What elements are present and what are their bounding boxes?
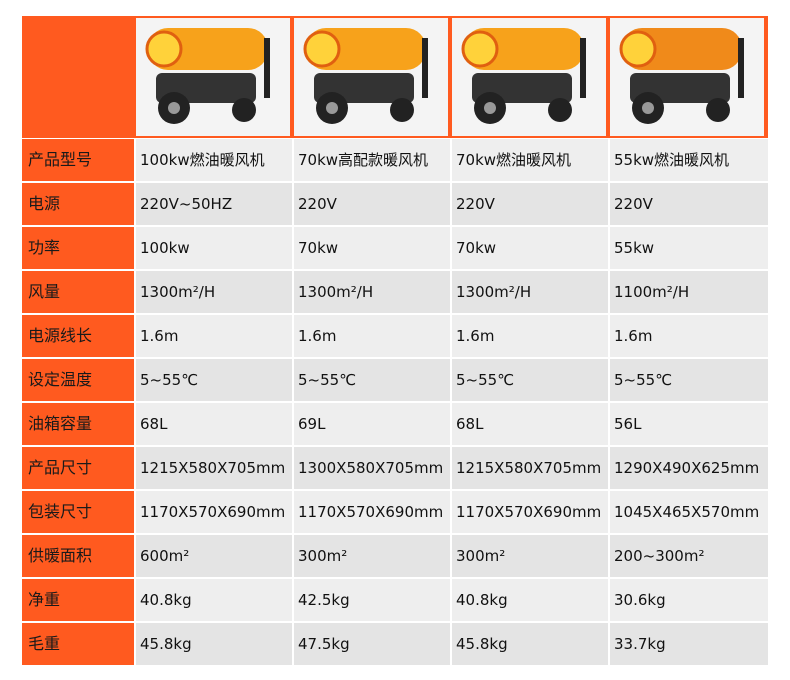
- spec-value: 30.6kg: [610, 579, 768, 621]
- heater-flame: [461, 30, 499, 68]
- spec-value: 5~55℃: [294, 359, 450, 401]
- heater-illustration: [619, 28, 744, 124]
- heater-flame: [303, 30, 341, 68]
- spec-value: 1100m²/H: [610, 271, 768, 313]
- spec-value: 70kw高配款暖风机: [294, 139, 450, 181]
- spec-value: 300m²: [294, 535, 450, 577]
- spec-value: 1.6m: [294, 315, 450, 357]
- row-label: 包装尺寸: [22, 491, 134, 533]
- spec-value: 1.6m: [610, 315, 768, 357]
- spec-table: 产品型号 100kw燃油暖风机 70kw高配款暖风机 70kw燃油暖风机 55kw燃油暖…: [22, 16, 768, 666]
- spec-value: 56L: [610, 403, 768, 445]
- row-label: 电源线长: [22, 315, 134, 357]
- spec-value: 100kw: [136, 227, 292, 269]
- row-label: 电源: [22, 183, 134, 225]
- spec-value: 68L: [452, 403, 608, 445]
- spec-value: 55kw燃油暖风机: [610, 139, 768, 181]
- spec-value: 69L: [294, 403, 450, 445]
- heater-wheel: [706, 98, 730, 122]
- spec-value: 220V: [452, 183, 608, 225]
- spec-value: 1215X580X705mm: [136, 447, 292, 489]
- spec-value: 1300m²/H: [136, 271, 292, 313]
- row-label: 风量: [22, 271, 134, 313]
- spec-value: 1170X570X690mm: [136, 491, 292, 533]
- spec-value: 220V~50HZ: [136, 183, 292, 225]
- heater-handle: [422, 38, 428, 98]
- spec-value: 68L: [136, 403, 292, 445]
- row-label: 设定温度: [22, 359, 134, 401]
- spec-value: 1300X580X705mm: [294, 447, 450, 489]
- spec-value: 1170X570X690mm: [294, 491, 450, 533]
- table-row: 供暖面积 600m² 300m² 300m² 200~300m²: [22, 534, 768, 578]
- spec-value: 1.6m: [452, 315, 608, 357]
- table-row: 油箱容量 68L 69L 68L 56L: [22, 402, 768, 446]
- heater-wheel: [548, 98, 572, 122]
- spec-value: 600m²: [136, 535, 292, 577]
- spec-value: 40.8kg: [136, 579, 292, 621]
- heater-illustration: [303, 28, 428, 124]
- image-header: [22, 16, 768, 138]
- table-row: 风量 1300m²/H 1300m²/H 1300m²/H 1100m²/H: [22, 270, 768, 314]
- spec-value: 300m²: [452, 535, 608, 577]
- heater-illustration: [145, 28, 270, 124]
- spec-value: 1.6m: [136, 315, 292, 357]
- product-image: [610, 18, 764, 136]
- spec-value: 1300m²/H: [452, 271, 608, 313]
- spec-value: 100kw燃油暖风机: [136, 139, 292, 181]
- row-label: 毛重: [22, 623, 134, 665]
- heater-wheel-hub: [326, 102, 338, 114]
- table-row: 功率 100kw 70kw 70kw 55kw: [22, 226, 768, 270]
- spec-value: 220V: [610, 183, 768, 225]
- table-row: 产品型号 100kw燃油暖风机 70kw高配款暖风机 70kw燃油暖风机 55kw燃油暖…: [22, 138, 768, 182]
- spec-value: 55kw: [610, 227, 768, 269]
- spec-value: 1300m²/H: [294, 271, 450, 313]
- table-row: 产品尺寸 1215X580X705mm 1300X580X705mm 1215X580…: [22, 446, 768, 490]
- spec-value: 70kw: [452, 227, 608, 269]
- product-image: [452, 18, 606, 136]
- spec-value: 70kw燃油暖风机: [452, 139, 608, 181]
- heater-handle: [738, 38, 744, 98]
- table-row: 净重 40.8kg 42.5kg 40.8kg 30.6kg: [22, 578, 768, 622]
- spec-value: 1290X490X625mm: [610, 447, 768, 489]
- spec-value: 1045X465X570mm: [610, 491, 768, 533]
- spec-value: 45.8kg: [452, 623, 608, 665]
- heater-handle: [580, 38, 586, 98]
- table-row: 设定温度 5~55℃ 5~55℃ 5~55℃ 5~55℃: [22, 358, 768, 402]
- spec-value: 47.5kg: [294, 623, 450, 665]
- spec-value: 45.8kg: [136, 623, 292, 665]
- row-label: 产品型号: [22, 139, 134, 181]
- heater-wheel-hub: [642, 102, 654, 114]
- product-image: [136, 18, 290, 136]
- row-label: 功率: [22, 227, 134, 269]
- heater-wheel-hub: [168, 102, 180, 114]
- spec-value: 5~55℃: [136, 359, 292, 401]
- spec-value: 5~55℃: [452, 359, 608, 401]
- table-row: 包装尺寸 1170X570X690mm 1170X570X690mm 1170X570…: [22, 490, 768, 534]
- row-label: 产品尺寸: [22, 447, 134, 489]
- spec-value: 40.8kg: [452, 579, 608, 621]
- spec-value: 220V: [294, 183, 450, 225]
- table-row: 电源 220V~50HZ 220V 220V 220V: [22, 182, 768, 226]
- row-label: 供暖面积: [22, 535, 134, 577]
- spec-value: 42.5kg: [294, 579, 450, 621]
- table-row: 毛重 45.8kg 47.5kg 45.8kg 33.7kg: [22, 622, 768, 666]
- heater-wheel-hub: [484, 102, 496, 114]
- spec-value: 33.7kg: [610, 623, 768, 665]
- heater-wheel: [390, 98, 414, 122]
- spec-value: 1215X580X705mm: [452, 447, 608, 489]
- table-row: 电源线长 1.6m 1.6m 1.6m 1.6m: [22, 314, 768, 358]
- heater-flame: [619, 30, 657, 68]
- spec-value: 1170X570X690mm: [452, 491, 608, 533]
- heater-illustration: [461, 28, 586, 124]
- heater-flame: [145, 30, 183, 68]
- spec-value: 70kw: [294, 227, 450, 269]
- spec-value: 5~55℃: [610, 359, 768, 401]
- product-image: [294, 18, 448, 136]
- heater-handle: [264, 38, 270, 98]
- row-label: 净重: [22, 579, 134, 621]
- row-label: 油箱容量: [22, 403, 134, 445]
- spec-value: 200~300m²: [610, 535, 768, 577]
- heater-wheel: [232, 98, 256, 122]
